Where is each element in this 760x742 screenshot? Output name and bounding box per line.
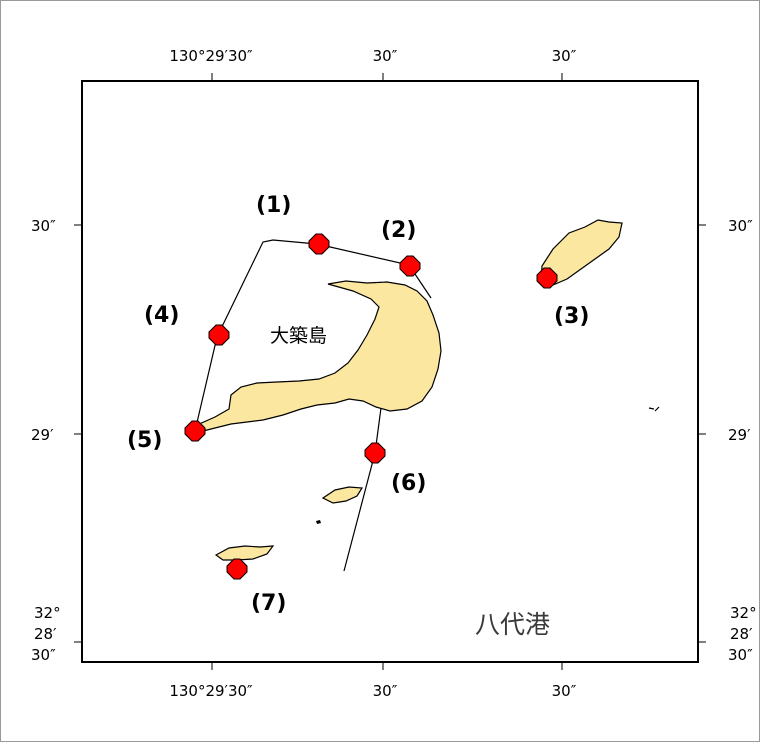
bottom-tick-label: 30″	[552, 682, 577, 700]
station-label-7: (7)	[251, 591, 286, 616]
station-marker-3[interactable]	[536, 267, 558, 289]
left-tick-label: 30″	[31, 646, 56, 664]
left-tick-label: 32°	[34, 604, 61, 622]
right-tick-label: 30″	[728, 646, 753, 664]
station-marker-5[interactable]	[184, 420, 206, 442]
station-label-2: (2)	[381, 218, 416, 243]
right-tick-label: 29′	[728, 426, 751, 444]
station-label-4: (4)	[144, 303, 179, 328]
right-tick-label: 30″	[728, 217, 753, 235]
station-label-6: (6)	[391, 471, 426, 496]
rock-islet	[316, 520, 321, 524]
islet-south	[321, 486, 364, 504]
station-label-3: (3)	[554, 304, 589, 329]
station-label-1: (1)	[256, 193, 291, 218]
port-name-label: 八代港	[475, 610, 550, 639]
islet-southwest	[214, 545, 275, 561]
left-tick-label: 29′	[31, 426, 54, 444]
top-tick-label: 30″	[552, 47, 577, 65]
island-name-label: 大築島	[270, 325, 327, 347]
left-tick-label: 30″	[31, 217, 56, 235]
station-marker-1[interactable]	[308, 233, 330, 255]
bottom-tick-label: 130°29′30″	[169, 682, 253, 700]
station-marker-2[interactable]	[399, 255, 421, 277]
right-tick-label: 32°	[730, 604, 757, 622]
island-northeast	[540, 219, 623, 286]
island-main	[185, 280, 442, 435]
right-tick-label: 28′	[730, 625, 753, 643]
axis-ticks	[74, 73, 706, 670]
station-marker-7[interactable]	[226, 558, 248, 580]
station-marker-6[interactable]	[364, 442, 386, 464]
rock-islet	[648, 406, 660, 412]
left-tick-label: 28′	[34, 625, 57, 643]
top-tick-label: 130°29′30″	[169, 47, 253, 65]
bottom-tick-label: 30″	[373, 682, 398, 700]
top-tick-label: 30″	[373, 47, 398, 65]
station-label-5: (5)	[127, 428, 162, 453]
station-marker-4[interactable]	[208, 324, 230, 346]
